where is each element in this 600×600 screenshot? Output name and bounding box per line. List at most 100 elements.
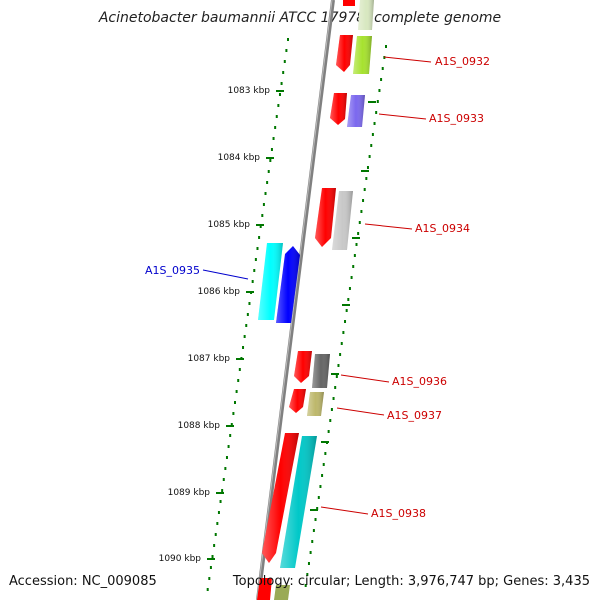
- ring-dot: [285, 49, 288, 52]
- topology-label: Topology: circular; Length: 3,976,747 bp…: [232, 574, 590, 589]
- cds-arrow[interactable]: [343, 0, 355, 6]
- ring-dot: [217, 511, 220, 514]
- ring-dot: [332, 397, 335, 400]
- gene-bar-partial[interactable]: [274, 585, 290, 600]
- ring-dot: [222, 478, 225, 481]
- kbp-label: 1090 kbp: [159, 554, 202, 564]
- gene-label-A1S_0938[interactable]: A1S_0938: [371, 507, 426, 520]
- ring-dot: [373, 122, 376, 125]
- major-tick: [342, 304, 350, 306]
- ring-dot: [337, 364, 340, 367]
- kbp-label: 1087 kbp: [188, 354, 231, 364]
- ring-dot: [278, 93, 281, 96]
- ring-dot: [238, 368, 241, 371]
- kbp-label: 1084 kbp: [218, 153, 261, 163]
- ring-dot: [219, 500, 222, 503]
- leader-line: [336, 407, 385, 416]
- leader-line: [340, 374, 390, 383]
- ring-dot: [209, 566, 212, 569]
- ring-dot: [381, 67, 384, 70]
- leader-line: [383, 56, 432, 63]
- ring-dot: [342, 331, 345, 334]
- kbp-tick: [246, 291, 254, 293]
- ring-dot: [352, 265, 355, 268]
- ring-dot: [208, 577, 211, 580]
- gene-label-A1S_0937[interactable]: A1S_0937: [387, 409, 442, 422]
- ring-dot: [270, 148, 273, 151]
- ring-dot: [229, 434, 232, 437]
- gene-label-A1S_0933[interactable]: A1S_0933: [429, 112, 484, 125]
- ring-dot: [368, 155, 371, 158]
- ring-dot: [242, 346, 245, 349]
- ring-dot: [380, 78, 383, 81]
- ring-dot: [213, 544, 216, 547]
- ring-dot: [266, 181, 269, 184]
- ring-dot: [269, 159, 272, 162]
- cds-arrow[interactable]: [257, 578, 272, 600]
- gene-label-A1S_0935[interactable]: A1S_0935: [145, 264, 200, 277]
- ring-dot: [347, 298, 350, 301]
- ring-dot: [277, 104, 280, 107]
- ring-dot: [259, 225, 262, 228]
- ring-dot: [378, 89, 381, 92]
- ring-dot: [214, 533, 217, 536]
- ring-dot: [216, 522, 219, 525]
- kbp-tick: [266, 157, 274, 159]
- ring-dot: [376, 100, 379, 103]
- kbp-tick: [216, 492, 224, 494]
- ring-dot: [330, 408, 333, 411]
- ring-dot: [362, 199, 365, 202]
- ring-dot: [224, 467, 227, 470]
- ring-dot: [206, 588, 209, 591]
- ring-dot: [274, 126, 277, 129]
- ring-dot: [365, 177, 368, 180]
- ring-dot: [312, 529, 315, 532]
- ring-dot: [314, 518, 317, 521]
- major-tick: [352, 237, 360, 239]
- major-tick: [331, 373, 339, 375]
- ring-dot: [335, 375, 338, 378]
- ring-dot: [316, 507, 319, 510]
- ring-dot: [339, 353, 342, 356]
- ring-dot: [327, 430, 330, 433]
- major-tick: [310, 509, 318, 511]
- ring-dot: [253, 269, 256, 272]
- kbp-tick: [276, 90, 284, 92]
- ring-dot: [272, 137, 275, 140]
- gene-label-A1S_0934[interactable]: A1S_0934: [415, 222, 470, 235]
- ring-dot: [357, 232, 360, 235]
- ring-dot: [267, 170, 270, 173]
- ring-dot: [230, 423, 233, 426]
- ring-dot: [304, 584, 307, 587]
- kbp-label: 1088 kbp: [178, 421, 221, 431]
- kbp-label: 1089 kbp: [168, 488, 211, 498]
- ring-dot: [225, 456, 228, 459]
- ring-dot: [329, 419, 332, 422]
- leader-line: [320, 506, 369, 515]
- leader-line: [202, 269, 249, 280]
- ring-dot: [309, 551, 312, 554]
- gene-label-A1S_0932[interactable]: A1S_0932: [435, 55, 490, 68]
- ring-dot: [282, 71, 285, 74]
- ring-dot: [345, 309, 348, 312]
- genome-title: Acinetobacter baumannii ATCC 17978, comp…: [98, 10, 502, 26]
- ring-dot: [334, 386, 337, 389]
- kbp-tick: [207, 558, 215, 560]
- gene-label-A1S_0936[interactable]: A1S_0936: [392, 375, 447, 388]
- kbp-tick: [236, 358, 244, 360]
- ring-dot: [256, 247, 259, 250]
- major-tick: [321, 441, 329, 443]
- ring-dot: [353, 254, 356, 257]
- leader-line: [364, 223, 413, 230]
- major-tick: [368, 101, 376, 103]
- ring-dot: [317, 496, 320, 499]
- ring-dot: [251, 280, 254, 283]
- genome-backbone: [256, 0, 335, 600]
- ring-dot: [243, 335, 246, 338]
- ring-dot: [287, 38, 289, 41]
- ring-dot: [385, 45, 387, 48]
- ring-dot: [350, 276, 353, 279]
- ring-dot: [235, 390, 238, 393]
- ring-dot: [348, 287, 351, 290]
- ring-dot: [221, 489, 224, 492]
